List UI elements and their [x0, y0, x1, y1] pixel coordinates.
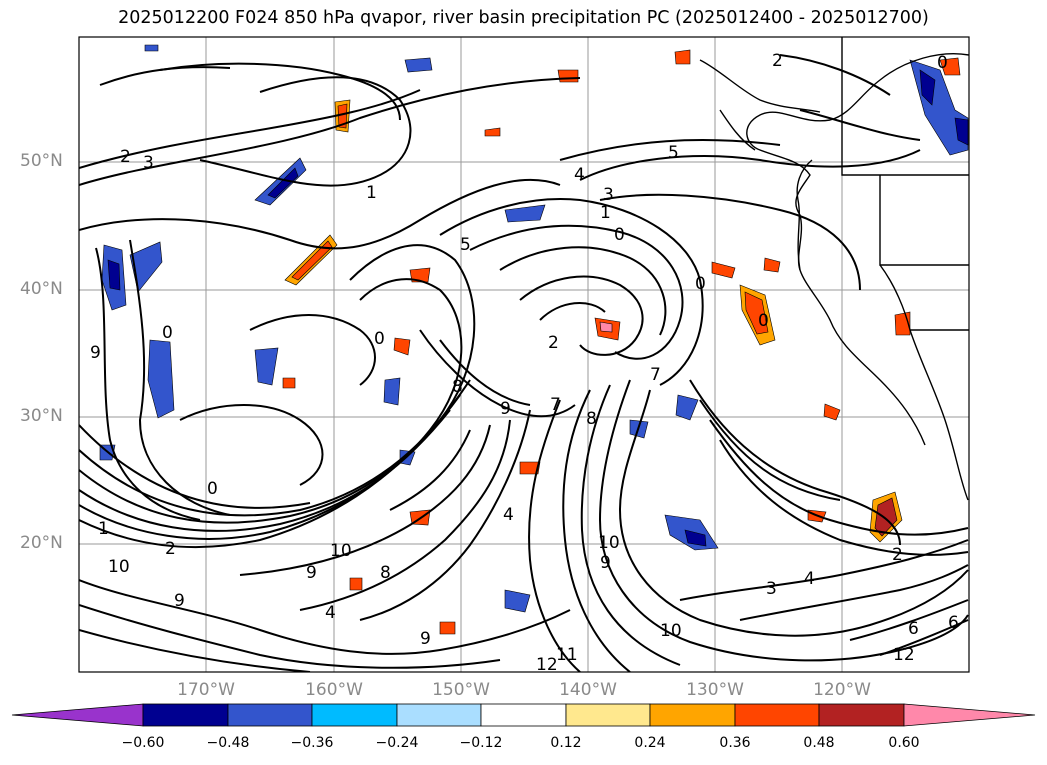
- colorbar-tick: −0.12: [459, 735, 503, 751]
- contour-label: 9: [306, 563, 317, 583]
- contour-label: 9: [500, 399, 511, 419]
- contour-label: 3: [603, 185, 614, 205]
- contour-label: 9: [420, 629, 431, 649]
- lon-label-120w: 120°W: [813, 680, 871, 700]
- contour-label: 0: [162, 323, 173, 343]
- contour-label: 10: [660, 621, 682, 641]
- contour-label: 0: [374, 329, 385, 349]
- contour-label: 2: [548, 333, 559, 353]
- contour-label: 4: [574, 165, 585, 185]
- contour-label: 8: [380, 563, 391, 583]
- contour-label: 6: [948, 613, 959, 633]
- contour-label: 0: [758, 311, 769, 331]
- contour-label: 0: [207, 479, 218, 499]
- colorbar-tick: −0.60: [121, 735, 165, 751]
- contour-label: 6: [908, 619, 919, 639]
- contour-label: 10: [598, 533, 620, 553]
- lat-label-50n: 50°N: [20, 151, 63, 171]
- colorbar-tick: 0.24: [634, 735, 666, 751]
- colorbar-extend-high: [903, 703, 1036, 727]
- lat-label-40n: 40°N: [20, 279, 63, 299]
- contour-label: 1: [600, 203, 611, 223]
- contour-label: 2: [120, 147, 131, 167]
- lon-label-130w: 130°W: [686, 680, 744, 700]
- contour-label: 9: [174, 591, 185, 611]
- colorbar-tick: 0.36: [719, 735, 751, 751]
- lon-label-170w: 170°W: [177, 680, 235, 700]
- colorbar-extend-low: [11, 703, 144, 727]
- vapor-contours: [79, 54, 969, 672]
- lon-label-140w: 140°W: [559, 680, 617, 700]
- contour-label: 2: [165, 539, 176, 559]
- colorbar-tick: 0.12: [550, 735, 582, 751]
- contour-label: 2: [772, 51, 783, 71]
- contour-label: 4: [804, 569, 815, 589]
- contour-label: 1: [366, 183, 377, 203]
- contour-label: 5: [668, 143, 679, 163]
- contour-label: 4: [325, 603, 336, 623]
- lon-label-160w: 160°W: [305, 680, 363, 700]
- lon-label-150w: 150°W: [432, 680, 490, 700]
- contour-label: 2: [892, 545, 903, 565]
- contour-label: 9: [90, 343, 101, 363]
- colorbar-tick: −0.24: [375, 735, 419, 751]
- contour-label: 5: [460, 235, 471, 255]
- contour-label: 0: [937, 53, 948, 73]
- graticule: [79, 37, 969, 672]
- colorbar-tick: −0.48: [206, 735, 250, 751]
- contour-label: 11: [556, 645, 578, 665]
- contour-label: 9: [600, 553, 611, 573]
- contour-label: 0: [695, 274, 706, 294]
- contour-labels: 2 3 1 5 4 3 1 0 5 0 2 8 9 7 8 7 0 0 9 0 …: [90, 51, 959, 675]
- contour-label: 12: [893, 645, 915, 665]
- map-frame: [78, 36, 970, 673]
- colorbar-tick: −0.36: [290, 735, 334, 751]
- contour-label: 7: [550, 395, 561, 415]
- colorbar-tick: 0.60: [888, 735, 920, 751]
- lat-label-30n: 30°N: [20, 406, 63, 426]
- contour-label: 1: [98, 519, 109, 539]
- contour-label: 8: [452, 377, 463, 397]
- contour-label: 4: [503, 505, 514, 525]
- coastlines: [699, 37, 969, 501]
- contour-label: 7: [650, 365, 661, 385]
- contour-label: 8: [586, 409, 597, 429]
- colorbar: [11, 703, 1036, 727]
- precipitation-patches: [99, 44, 969, 635]
- lat-label-20n: 20°N: [20, 533, 63, 553]
- contour-label: 3: [143, 153, 154, 173]
- contour-label: 0: [614, 225, 625, 245]
- map-plot-area: 2 3 1 5 4 3 1 0 5 0 2 8 9 7 8 7 0 0 9 0 …: [79, 37, 969, 675]
- contour-label: 3: [766, 579, 777, 599]
- map-title: 2025012200 F024 850 hPa qvapor, river ba…: [118, 8, 929, 28]
- contour-label: 10: [330, 541, 352, 561]
- contour-label: 10: [108, 557, 130, 577]
- contour-label: 12: [536, 655, 558, 675]
- colorbar-tick: 0.48: [803, 735, 835, 751]
